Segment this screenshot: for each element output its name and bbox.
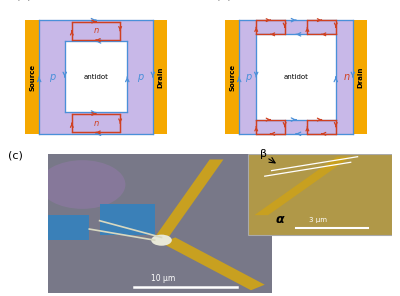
Polygon shape: [254, 157, 351, 215]
Ellipse shape: [151, 235, 172, 246]
Text: n: n: [93, 26, 99, 35]
Bar: [307, 20, 336, 34]
Bar: [25, 20, 39, 134]
Text: (c): (c): [8, 151, 23, 161]
Bar: [248, 154, 392, 235]
Bar: [239, 20, 353, 134]
Text: Source: Source: [229, 63, 235, 91]
Bar: [100, 204, 155, 235]
Text: p: p: [49, 72, 55, 82]
Text: 10 μm: 10 μm: [151, 274, 176, 282]
Bar: [72, 114, 120, 132]
Text: antidot: antidot: [284, 74, 308, 80]
Bar: [72, 22, 120, 40]
Text: n: n: [343, 72, 350, 82]
Text: α: α: [275, 213, 284, 226]
Bar: [256, 34, 336, 120]
Bar: [48, 215, 89, 240]
Text: p: p: [137, 72, 143, 82]
Bar: [256, 20, 285, 34]
Text: 3 μm: 3 μm: [310, 217, 328, 223]
Polygon shape: [162, 237, 265, 290]
Bar: [65, 41, 127, 112]
Text: n: n: [93, 119, 99, 128]
Text: p: p: [244, 72, 251, 82]
Bar: [39, 20, 153, 134]
Text: antidot: antidot: [84, 74, 108, 80]
Text: β: β: [260, 149, 266, 159]
Text: Drain: Drain: [157, 66, 163, 88]
Text: Drain: Drain: [357, 66, 363, 88]
Ellipse shape: [40, 160, 126, 209]
Bar: [225, 20, 239, 134]
Bar: [153, 20, 167, 134]
Bar: [256, 120, 285, 134]
Bar: [307, 120, 336, 134]
Bar: [353, 20, 367, 134]
Polygon shape: [155, 160, 224, 237]
Text: Source: Source: [29, 63, 35, 91]
Bar: [48, 154, 272, 293]
